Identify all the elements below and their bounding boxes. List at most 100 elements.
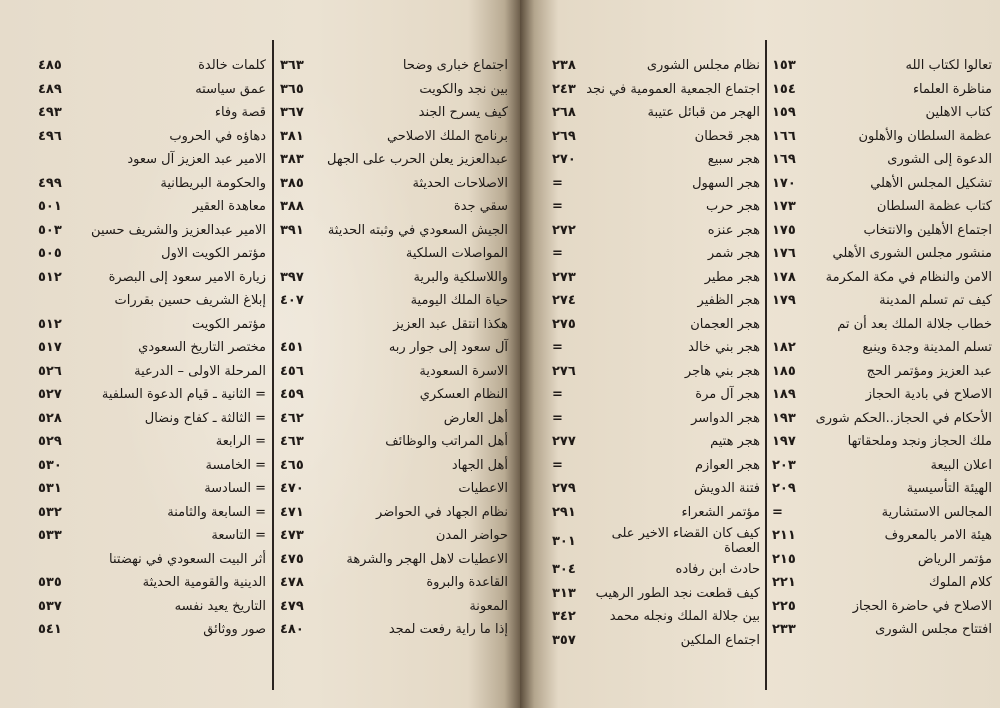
toc-entry-page-number: ٥١٢ <box>38 316 62 332</box>
toc-entry: ١٩٣ الأحكام في الحجاز..الحكم شورى <box>772 407 992 431</box>
toc-entry: ٣٨٥ الاصلاحات الحديثة <box>280 172 508 196</box>
toc-entry-title: الجيش السعودي في وثبته الحديثة <box>327 222 508 238</box>
toc-entry-page-number: ٤٧٨ <box>280 575 304 591</box>
toc-entry: ١٧٩ كيف تم تسلم المدينة <box>772 289 992 313</box>
toc-entry-title: كلام الملوك <box>929 575 992 591</box>
toc-entry: ٣٦٥ بين نجد والكويت <box>280 78 508 102</box>
toc-entry: ٥١٢ مؤتمر الكويت <box>38 313 266 337</box>
toc-entry: ٢٧٥ هجر العجمان <box>552 313 760 337</box>
toc-entry-page-number: ٣٩١ <box>280 222 304 238</box>
toc-entry: ٣٦٣ اجتماع خبارى وضحا <box>280 54 508 78</box>
toc-entry: = هجر بني خالد <box>552 336 760 360</box>
toc-entry-title: كتاب الاهلين <box>925 105 992 121</box>
toc-entry-title: خطاب جلالة الملك بعد أن تم <box>837 316 992 332</box>
toc-entry-title: اعلان البيعة <box>930 457 992 473</box>
toc-entry-page-number: ٤٩٦ <box>38 128 62 144</box>
toc-entry: ٢٠٩ الهيئة التأسيسية <box>772 477 992 501</box>
toc-entry-title: ملك الحجاز ونجد وملحقاتها <box>847 434 992 450</box>
toc-entry-page-number: = <box>552 457 563 473</box>
toc-entry-page-number: ١٥٣ <box>772 58 796 74</box>
toc-entry-page-number: ٤٧٥ <box>280 551 304 567</box>
toc-entry-title: هجر قحطان <box>694 128 760 144</box>
toc-entry: ٥٢٧ = الثانية ـ قيام الدعوة السلفية <box>38 383 266 407</box>
toc-entry-title: كيف كان القضاء الاخير على العصاة <box>611 526 760 556</box>
toc-entry: ١٦٩ الدعوة إلى الشورى <box>772 148 992 172</box>
column-divider <box>765 40 767 690</box>
toc-entry-page-number: ٣٨٥ <box>280 175 304 191</box>
toc-column: ١٥٣ تعالوا لكتاب الله ١٥٤ مناظرة العلماء ١٥٩… <box>772 54 992 642</box>
toc-entry: هكذا انتقل عبد العزيز <box>280 313 508 337</box>
toc-entry: ٢٧٧ هجر هتيم <box>552 430 760 454</box>
toc-entry-page-number: ٥٢٧ <box>38 387 62 403</box>
toc-entry-page-number: ٣٩٧ <box>280 269 304 285</box>
toc-entry: ٤٧٨ القاعدة والبروة <box>280 571 508 595</box>
toc-entry-title: القاعدة والبروة <box>426 575 508 591</box>
toc-entry: ٥٢٦ المرحلة الاولى – الدرعية <box>38 360 266 384</box>
toc-entry: ٣٨١ برنامج الملك الاصلاحي <box>280 125 508 149</box>
toc-entry-page-number: ١٨٩ <box>772 387 796 403</box>
toc-entry-page-number: ٣٤٢ <box>552 609 576 625</box>
toc-entry-title: الاسرة السعودية <box>419 363 508 379</box>
toc-entry-title: الهيئة التأسيسية <box>906 481 992 497</box>
toc-entry-title: الامير عبدالعزيز والشريف حسين <box>91 222 266 238</box>
toc-entry-page-number: ٢١١ <box>772 528 796 544</box>
toc-entry-title: = السابعة والثامنة <box>167 504 266 520</box>
toc-entry-page-number: ٣٠١ <box>552 533 576 549</box>
toc-entry-title: = السادسة <box>204 481 266 497</box>
toc-entry-title: هجر بني هاجر <box>684 363 760 379</box>
toc-entry-page-number: ٤٧٩ <box>280 598 304 614</box>
toc-entry: ٣٦٧ كيف يسرح الجند <box>280 101 508 125</box>
toc-entry-page-number: ٤٥٩ <box>280 387 304 403</box>
toc-entry-title: تشكيل المجلس الأهلي <box>870 175 992 191</box>
toc-entry: ٢٣٨ نظام مجلس الشورى <box>552 54 760 78</box>
toc-entry: أثر البيت السعودي في نهضتنا <box>38 548 266 572</box>
toc-entry-title: كيف تم تسلم المدينة <box>879 293 992 309</box>
toc-entry-title: مناظرة العلماء <box>912 81 992 97</box>
toc-entry: ٥٣٠ = الخامسة <box>38 454 266 478</box>
toc-entry-page-number: ٢٠٣ <box>772 457 796 473</box>
toc-entry-title: النظام العسكري <box>419 387 508 403</box>
toc-entry: ٤٧٥ الاعطيات لاهل الهجر والشرهة <box>280 548 508 572</box>
toc-entry-page-number: ١٨٥ <box>772 363 796 379</box>
toc-entry-title: عبدالعزيز يعلن الحرب على الجهل <box>326 152 508 168</box>
toc-entry-page-number: ١٧٨ <box>772 269 796 285</box>
toc-entry-title: والحكومة البريطانية <box>160 175 266 191</box>
toc-entry: إبلاغ الشريف حسين بقررات <box>38 289 266 313</box>
toc-entry: ٤٩٩ والحكومة البريطانية <box>38 172 266 196</box>
column-divider <box>272 40 274 690</box>
toc-entry-page-number: ٢٧٦ <box>552 363 576 379</box>
toc-entry-title: أهل المراتب والوظائف <box>385 434 508 450</box>
toc-entry-page-number: = <box>552 175 563 191</box>
toc-entry-page-number: ٥٣١ <box>38 481 62 497</box>
toc-entry-page-number: ٥٤١ <box>38 622 62 638</box>
toc-entry-title: المجالس الاستشارية <box>881 504 992 520</box>
toc-entry: ٤٦٣ أهل المراتب والوظائف <box>280 430 508 454</box>
toc-entry-title: الأحكام في الحجاز..الحكم شورى <box>815 410 992 426</box>
toc-entry-title: صور ووثائق <box>203 622 266 638</box>
toc-entry: ٤٥٦ الاسرة السعودية <box>280 360 508 384</box>
toc-entry-title: زيارة الامير سعود إلى البصرة <box>108 269 266 285</box>
toc-entry-title: هيئة الامر بالمعروف <box>884 528 992 544</box>
toc-entry: ٤٦٢ أهل العارض <box>280 407 508 431</box>
toc-entry: ٣٩١ الجيش السعودي في وثبته الحديثة <box>280 219 508 243</box>
toc-entry-page-number: ٥٢٩ <box>38 434 62 450</box>
toc-entry-title: = الرابعة <box>215 434 266 450</box>
toc-entry: ١٥٩ كتاب الاهلين <box>772 101 992 125</box>
toc-entry: ٤٧٣ حواضر المدن <box>280 524 508 548</box>
toc-entry-page-number: ٣١٣ <box>552 585 576 601</box>
toc-entry: ٤٦٥ أهل الجهاد <box>280 454 508 478</box>
toc-entry: ٥١٢ زيارة الامير سعود إلى البصرة <box>38 266 266 290</box>
toc-entry-title: هجر السهول <box>692 175 760 191</box>
toc-entry: ١٨٩ الاصلاح في بادية الحجاز <box>772 383 992 407</box>
toc-entry: = هجر آل مرة <box>552 383 760 407</box>
toc-entry-title: الاصلاحات الحديثة <box>412 175 509 191</box>
toc-entry: = هجر حرب <box>552 195 760 219</box>
toc-entry-title: هجر الظفير <box>697 293 760 309</box>
toc-entry: ٢٢٥ الاصلاح في حاضرة الحجاز <box>772 595 992 619</box>
toc-entry-page-number: ٥٣٠ <box>38 457 62 473</box>
toc-entry-page-number: ٥٠٥ <box>38 246 62 262</box>
toc-entry-page-number: ٢٢٥ <box>772 598 796 614</box>
toc-entry-page-number: ٤٨٥ <box>38 58 62 74</box>
toc-entry: ٣٠٤ حادث ابن رفاده <box>552 558 760 582</box>
toc-entry: = المجالس الاستشارية <box>772 501 992 525</box>
